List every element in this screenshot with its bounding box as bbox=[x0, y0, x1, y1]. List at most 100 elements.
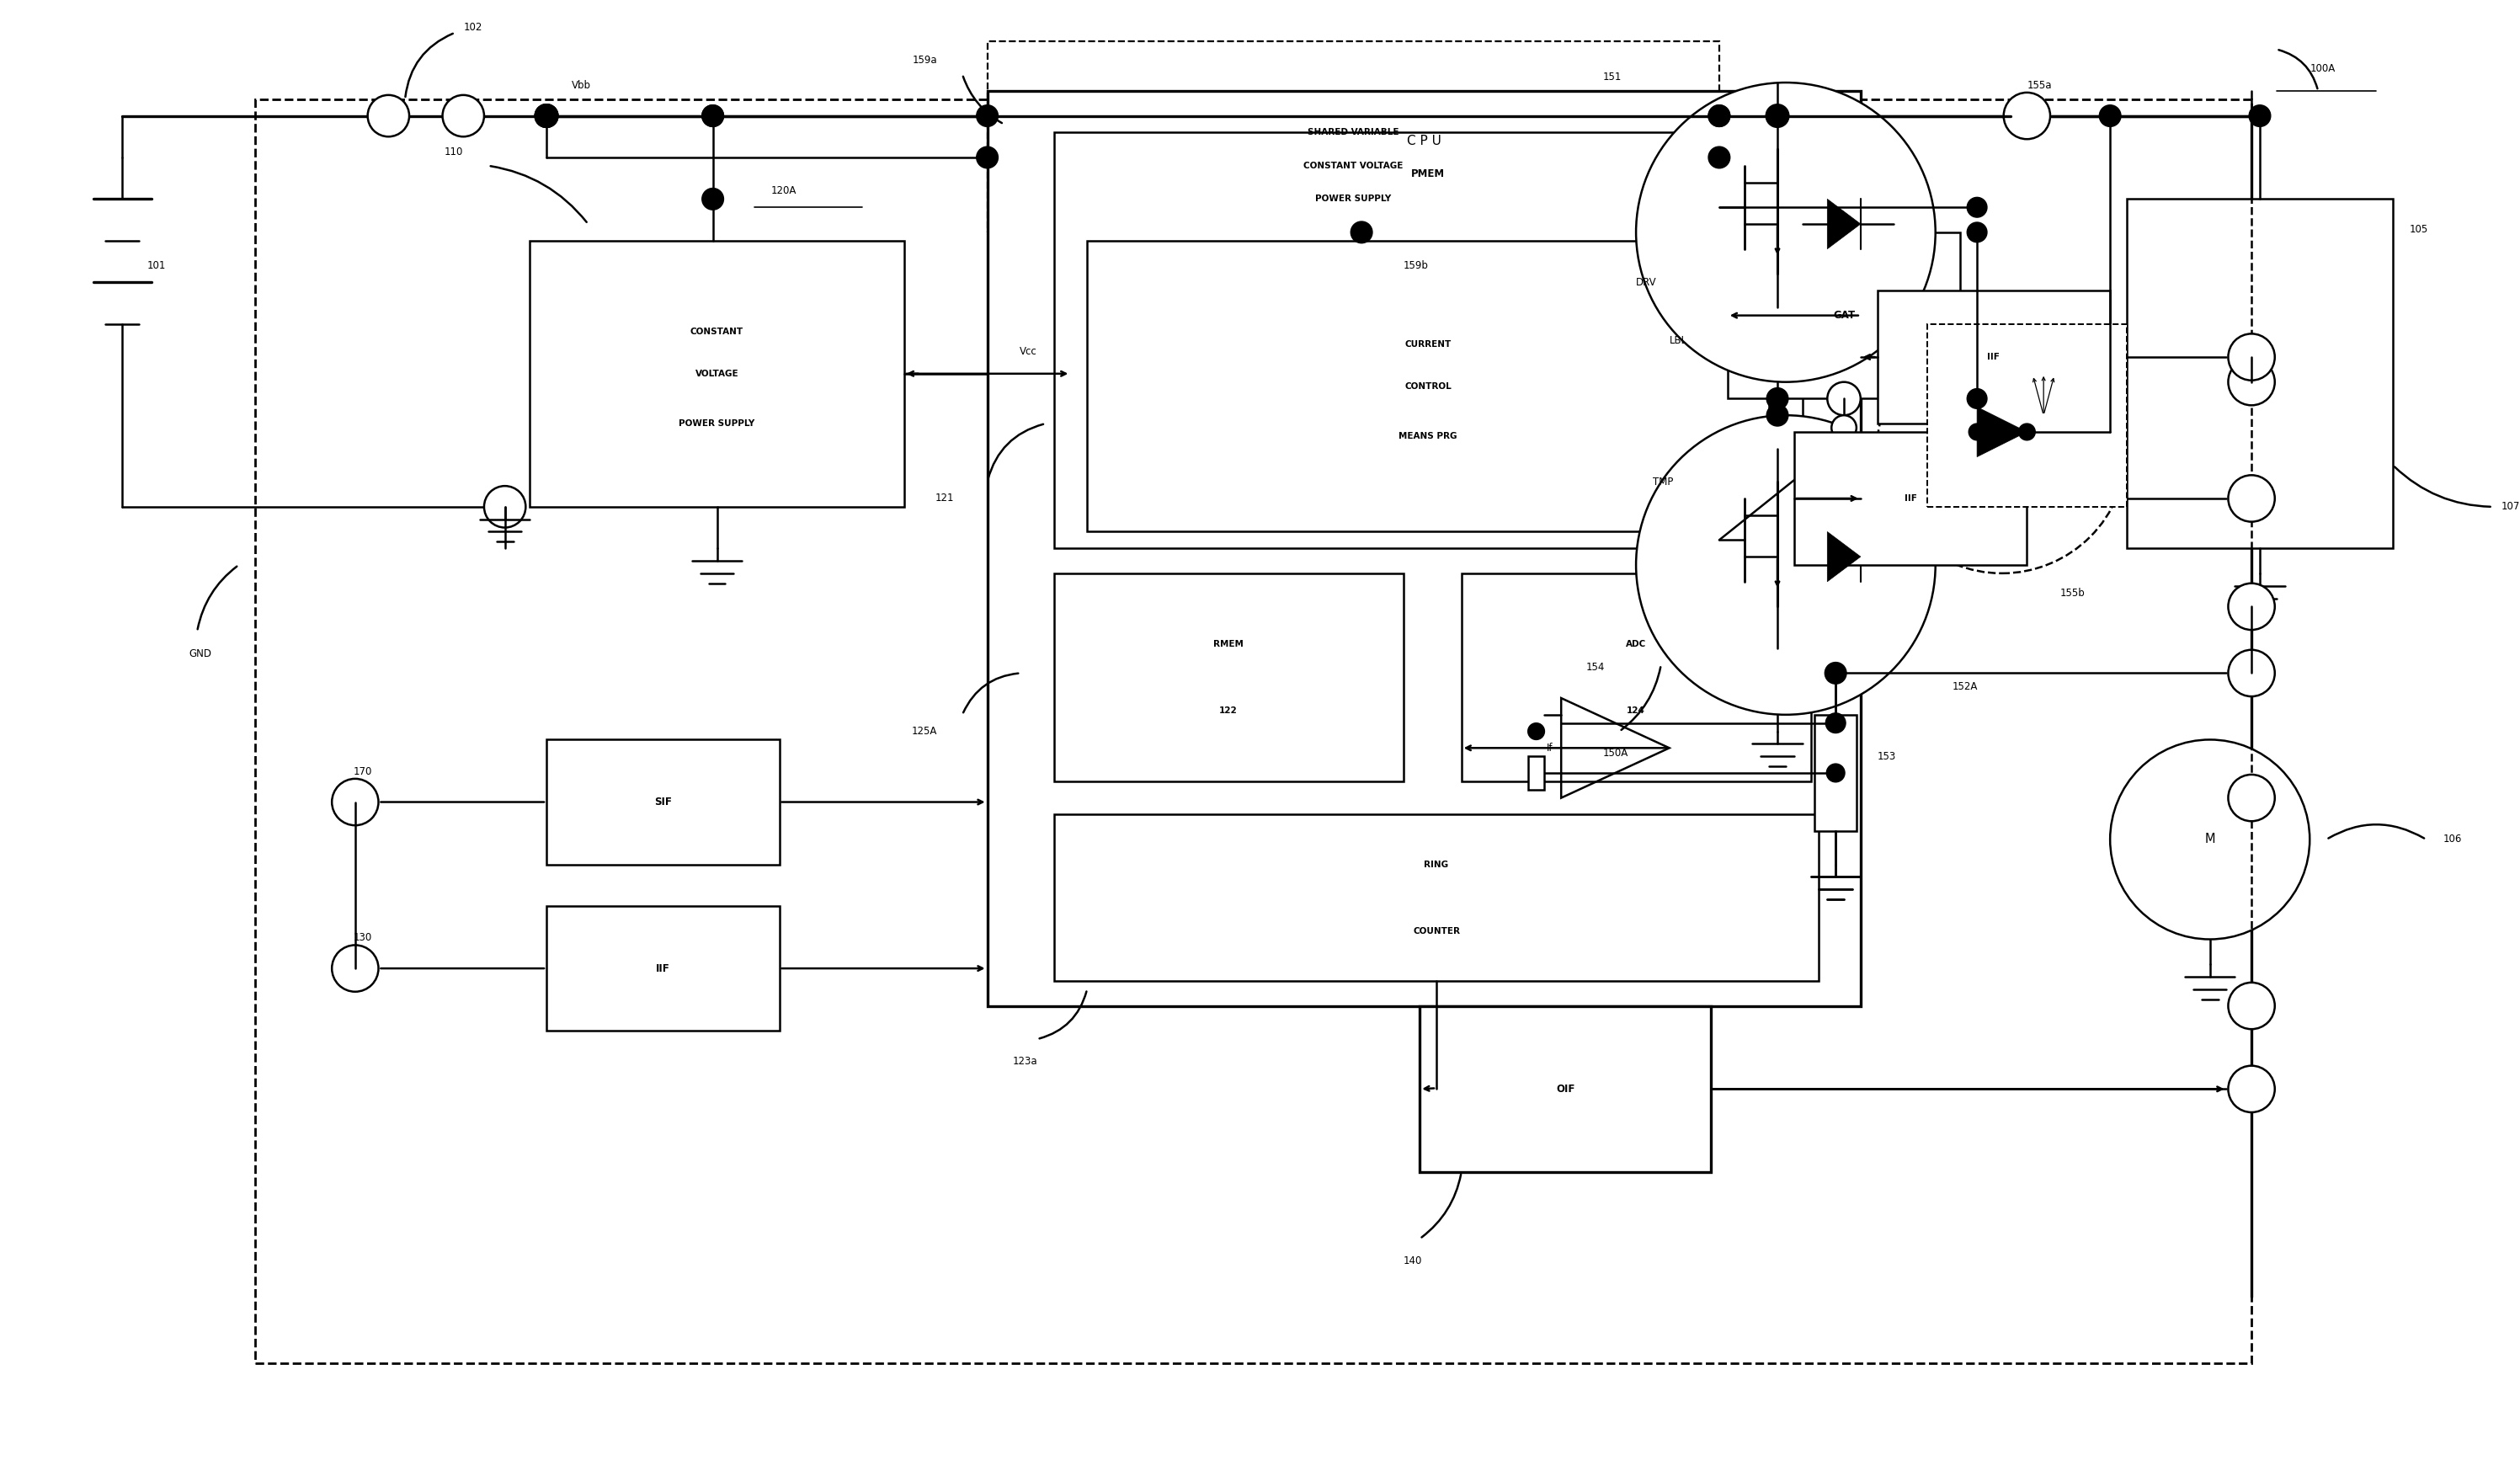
Circle shape bbox=[1767, 405, 1789, 427]
Text: ADC: ADC bbox=[1625, 640, 1646, 649]
Text: 121: 121 bbox=[935, 493, 955, 505]
Text: 140: 140 bbox=[1404, 1255, 1421, 1267]
Text: 150A: 150A bbox=[1603, 747, 1628, 759]
Text: If: If bbox=[1547, 743, 1552, 753]
Text: 120A: 120A bbox=[771, 185, 796, 196]
Text: 125A: 125A bbox=[912, 725, 937, 737]
Text: 151: 151 bbox=[1603, 72, 1620, 82]
Text: SIF: SIF bbox=[655, 797, 673, 808]
Circle shape bbox=[975, 104, 998, 127]
Bar bbox=[1928, 324, 2127, 507]
Circle shape bbox=[1968, 424, 1986, 440]
Circle shape bbox=[2003, 93, 2051, 140]
Bar bbox=[1729, 232, 1961, 399]
Text: SHARED VARIABLE: SHARED VARIABLE bbox=[1308, 128, 1399, 137]
Text: 159b: 159b bbox=[1404, 260, 1429, 271]
Circle shape bbox=[1824, 713, 1845, 733]
Bar bbox=[1053, 574, 1404, 781]
Circle shape bbox=[1767, 388, 1789, 409]
Circle shape bbox=[1968, 197, 1986, 218]
Text: TMP: TMP bbox=[1653, 477, 1673, 487]
Bar bbox=[988, 41, 1719, 232]
Text: 155b: 155b bbox=[2061, 587, 2084, 599]
Circle shape bbox=[1832, 415, 1857, 440]
Circle shape bbox=[2109, 740, 2311, 940]
Text: 122: 122 bbox=[1220, 706, 1237, 715]
Text: POWER SUPPLY: POWER SUPPLY bbox=[1315, 194, 1391, 203]
Circle shape bbox=[1709, 147, 1731, 168]
Text: CONSTANT: CONSTANT bbox=[690, 328, 743, 337]
Circle shape bbox=[1527, 724, 1545, 740]
Circle shape bbox=[1767, 104, 1789, 128]
Bar bbox=[1527, 756, 1545, 790]
Text: RING: RING bbox=[1424, 861, 1449, 869]
Circle shape bbox=[484, 485, 527, 528]
Circle shape bbox=[333, 778, 378, 825]
Text: M: M bbox=[2205, 833, 2215, 846]
Bar bbox=[547, 906, 779, 1031]
Circle shape bbox=[703, 104, 723, 127]
Circle shape bbox=[2228, 775, 2276, 821]
Text: Vbb: Vbb bbox=[572, 79, 590, 91]
Text: OIF: OIF bbox=[1555, 1084, 1575, 1094]
Polygon shape bbox=[1978, 407, 2026, 457]
Circle shape bbox=[444, 96, 484, 137]
Polygon shape bbox=[1827, 199, 1860, 249]
Text: RMEM: RMEM bbox=[1212, 640, 1242, 649]
Bar bbox=[1794, 432, 2026, 565]
Circle shape bbox=[2228, 359, 2276, 406]
Circle shape bbox=[2019, 424, 2036, 440]
Text: 102: 102 bbox=[464, 22, 481, 32]
Text: IIF: IIF bbox=[1988, 353, 2001, 362]
Text: GND: GND bbox=[189, 649, 212, 659]
Text: 101: 101 bbox=[146, 260, 166, 271]
Text: 123a: 123a bbox=[1013, 1056, 1038, 1066]
Bar bbox=[1462, 574, 1812, 781]
Bar bbox=[1053, 815, 1819, 981]
Text: 124: 124 bbox=[1628, 706, 1646, 715]
Text: 106: 106 bbox=[2442, 834, 2462, 844]
Polygon shape bbox=[1827, 531, 1860, 581]
Text: IIF: IIF bbox=[1905, 494, 1918, 503]
Circle shape bbox=[1968, 388, 1986, 409]
Bar bbox=[2127, 199, 2394, 549]
Circle shape bbox=[534, 104, 557, 128]
Text: 110: 110 bbox=[444, 147, 464, 157]
Text: C P U: C P U bbox=[1406, 134, 1441, 147]
Bar bbox=[529, 241, 905, 507]
Circle shape bbox=[333, 944, 378, 991]
Circle shape bbox=[703, 188, 723, 210]
Text: 170: 170 bbox=[353, 766, 373, 777]
Text: POWER SUPPLY: POWER SUPPLY bbox=[678, 419, 756, 428]
Text: CURRENT: CURRENT bbox=[1404, 340, 1452, 349]
Text: 152A: 152A bbox=[1953, 681, 1978, 693]
Text: 105: 105 bbox=[2409, 224, 2429, 235]
Bar bbox=[547, 740, 779, 865]
Text: GAT: GAT bbox=[1832, 310, 1855, 321]
Circle shape bbox=[1709, 104, 1731, 127]
Text: 154: 154 bbox=[1585, 662, 1605, 674]
Circle shape bbox=[975, 147, 998, 168]
Text: CONTROL: CONTROL bbox=[1404, 382, 1452, 390]
Circle shape bbox=[2228, 650, 2276, 696]
Bar bbox=[1086, 241, 1769, 531]
Text: 155a: 155a bbox=[2026, 79, 2051, 91]
Text: Vcc: Vcc bbox=[1021, 346, 1038, 357]
Text: 107: 107 bbox=[2500, 502, 2520, 512]
Text: DRV: DRV bbox=[1635, 277, 1656, 288]
Text: 130: 130 bbox=[353, 933, 373, 943]
Circle shape bbox=[2228, 334, 2276, 381]
Circle shape bbox=[2248, 104, 2271, 127]
Circle shape bbox=[1877, 324, 2127, 574]
Circle shape bbox=[1827, 763, 1845, 783]
Circle shape bbox=[703, 104, 723, 127]
Circle shape bbox=[1351, 222, 1373, 243]
Text: MEANS PRG: MEANS PRG bbox=[1399, 432, 1457, 440]
Circle shape bbox=[534, 104, 557, 128]
Circle shape bbox=[1709, 104, 1731, 127]
Text: VOLTAGE: VOLTAGE bbox=[696, 369, 738, 378]
Text: 100A: 100A bbox=[2311, 63, 2336, 74]
Text: LBL: LBL bbox=[1668, 335, 1686, 346]
Circle shape bbox=[2228, 584, 2276, 630]
Circle shape bbox=[368, 96, 408, 137]
